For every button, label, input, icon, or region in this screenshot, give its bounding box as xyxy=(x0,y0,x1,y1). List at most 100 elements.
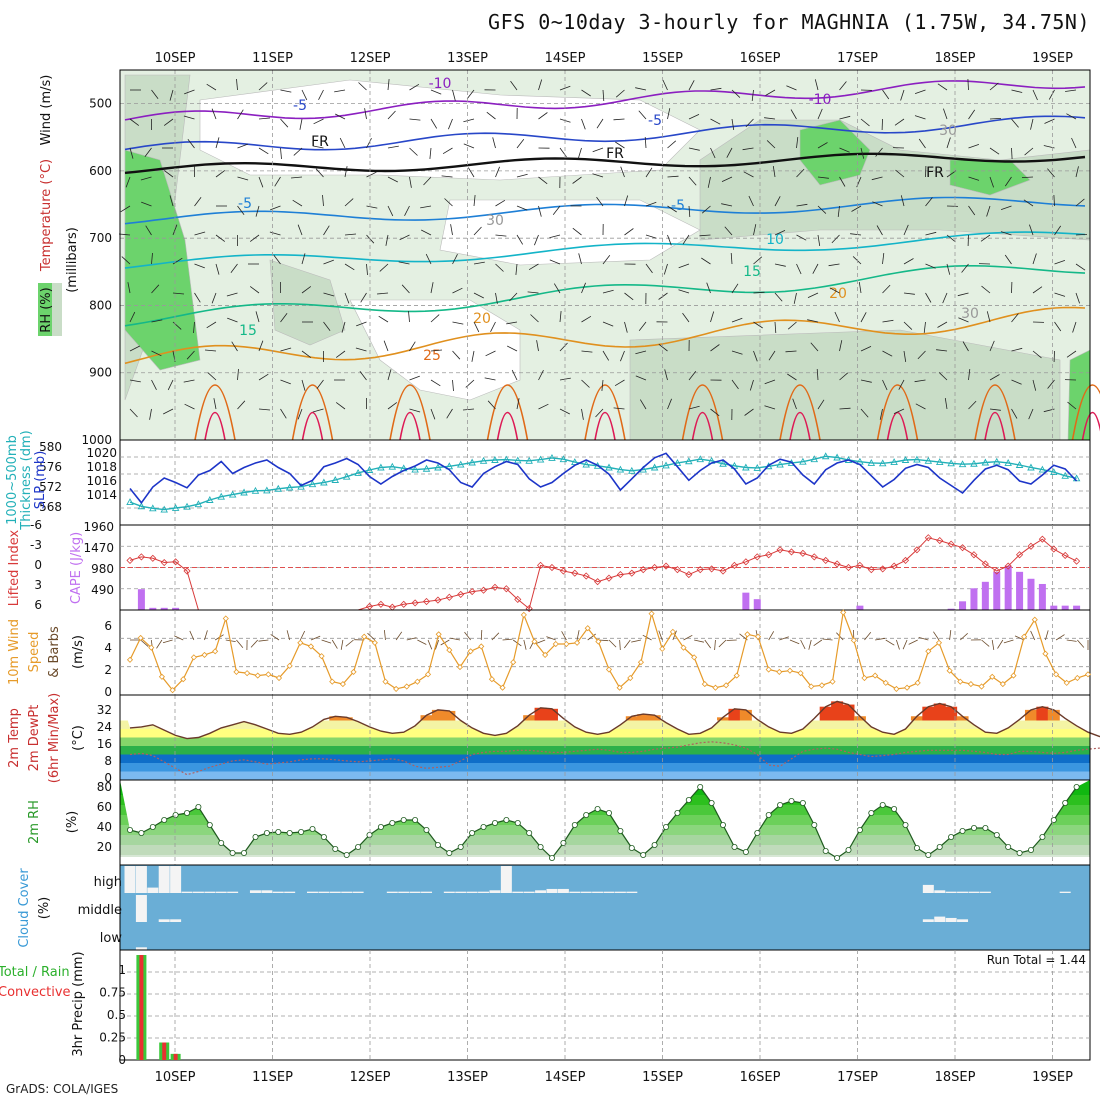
wind-barb xyxy=(335,402,346,410)
wind-barb xyxy=(528,263,539,271)
lifted-index-point xyxy=(525,605,533,613)
rh-point xyxy=(172,812,179,819)
wind-barb xyxy=(452,287,463,294)
lifted-index-point xyxy=(776,546,784,554)
wind-barb xyxy=(237,205,245,216)
wind-barb xyxy=(731,379,739,390)
wind-barb xyxy=(768,350,776,361)
wind-barb xyxy=(237,176,249,181)
temp-hot-fill xyxy=(329,716,342,721)
surface-wind-barb xyxy=(789,639,800,645)
pressure-tick-label: 1000 xyxy=(81,433,112,447)
wind-barb xyxy=(429,147,432,159)
cloud-bar-high xyxy=(443,891,455,893)
wind-speed-point xyxy=(574,639,581,646)
wind-barb xyxy=(1066,113,1077,120)
lifted-index-point xyxy=(571,569,579,577)
wind-barb xyxy=(387,402,398,410)
thickness-point xyxy=(924,456,933,464)
thickness-point xyxy=(901,456,910,463)
wind-speed-point xyxy=(701,681,708,688)
wind-barb xyxy=(602,89,605,102)
wind-barb xyxy=(258,176,264,188)
wind-barb xyxy=(183,379,195,383)
lifted-index-point xyxy=(879,565,887,573)
wind-speed-point xyxy=(1021,633,1028,640)
rh-region xyxy=(799,119,871,186)
surface-wind-barb xyxy=(902,639,908,650)
thickness-point xyxy=(1038,465,1047,473)
cape-tick-label: 1960 xyxy=(83,520,114,534)
wind-barb xyxy=(860,118,870,127)
rh-point xyxy=(457,844,464,851)
ylabel-cloud-unit: (%) xyxy=(37,897,52,920)
surface-wind-barb xyxy=(310,635,321,641)
thickness-point xyxy=(1061,471,1069,479)
wind-barb xyxy=(486,111,496,120)
wind-barb xyxy=(871,176,883,181)
wind-barb xyxy=(149,408,152,420)
wind-barb xyxy=(473,226,482,236)
thickness-point xyxy=(251,486,260,494)
cloud-level-label: middle xyxy=(78,903,122,918)
rh-point xyxy=(720,822,727,829)
wind-barb xyxy=(169,195,174,207)
wind-barb xyxy=(366,263,368,276)
wind-barb xyxy=(274,176,281,187)
wind-barb xyxy=(387,176,398,183)
wind-barb xyxy=(559,311,562,323)
wind-barb xyxy=(344,292,350,304)
wind-barb xyxy=(163,118,174,126)
lifted-index-point xyxy=(400,600,408,608)
surface-wind-barb xyxy=(623,639,631,649)
lifted-index-point xyxy=(822,556,830,564)
wind-barb xyxy=(387,145,399,149)
date-label-bottom: 15SEP xyxy=(642,1070,683,1085)
contour-label: 15 xyxy=(743,264,761,280)
rh-band xyxy=(120,825,1090,835)
lifted-index-point xyxy=(514,595,522,603)
lifted-index-point xyxy=(137,553,145,561)
wind-barb xyxy=(839,176,846,187)
wind-barb xyxy=(255,205,260,217)
wind-barb xyxy=(301,379,306,391)
ylabel-rh-unit: (%) xyxy=(65,811,80,834)
cloud-bar-high xyxy=(124,866,136,893)
wind-barb xyxy=(787,321,797,330)
temp-band xyxy=(120,754,1090,763)
rh-point xyxy=(377,824,384,831)
wind-barb xyxy=(615,141,625,149)
wind-speed-point xyxy=(850,637,857,644)
wind-barb xyxy=(785,350,797,353)
wind-barb xyxy=(492,137,496,149)
wind-barb xyxy=(872,201,883,207)
wind-barb xyxy=(925,292,932,303)
pressure-tick-label: 900 xyxy=(89,366,112,380)
wind-barb xyxy=(151,284,160,294)
lifted-index-point xyxy=(799,549,807,557)
temperature-contour-25 xyxy=(779,384,821,441)
thickness-point xyxy=(308,480,317,488)
wind-barb xyxy=(749,379,754,391)
temperature-contour-30 xyxy=(594,411,616,441)
wind-barb xyxy=(852,256,862,265)
surface-wind-barb xyxy=(561,631,567,641)
surface-wind-barb xyxy=(236,639,244,648)
cloud-bar-high xyxy=(945,891,957,893)
wind-barb xyxy=(358,82,367,91)
wind-barb xyxy=(538,176,548,185)
wind-barb xyxy=(258,373,269,381)
wind-barb xyxy=(249,234,260,242)
wind-barb xyxy=(1075,234,1088,236)
cape-bar xyxy=(959,601,967,610)
wind-barb xyxy=(765,89,776,96)
dewpoint-line xyxy=(129,741,1100,776)
pressure-tick-label: 600 xyxy=(89,164,112,178)
wind-barb xyxy=(710,118,721,125)
date-label-bottom: 16SEP xyxy=(740,1070,781,1085)
wind-speed-point xyxy=(180,676,187,683)
wind-barb xyxy=(344,166,348,178)
wind-speed-point xyxy=(808,683,815,690)
wind-barb xyxy=(639,399,647,410)
wind-speed-point xyxy=(339,681,346,688)
